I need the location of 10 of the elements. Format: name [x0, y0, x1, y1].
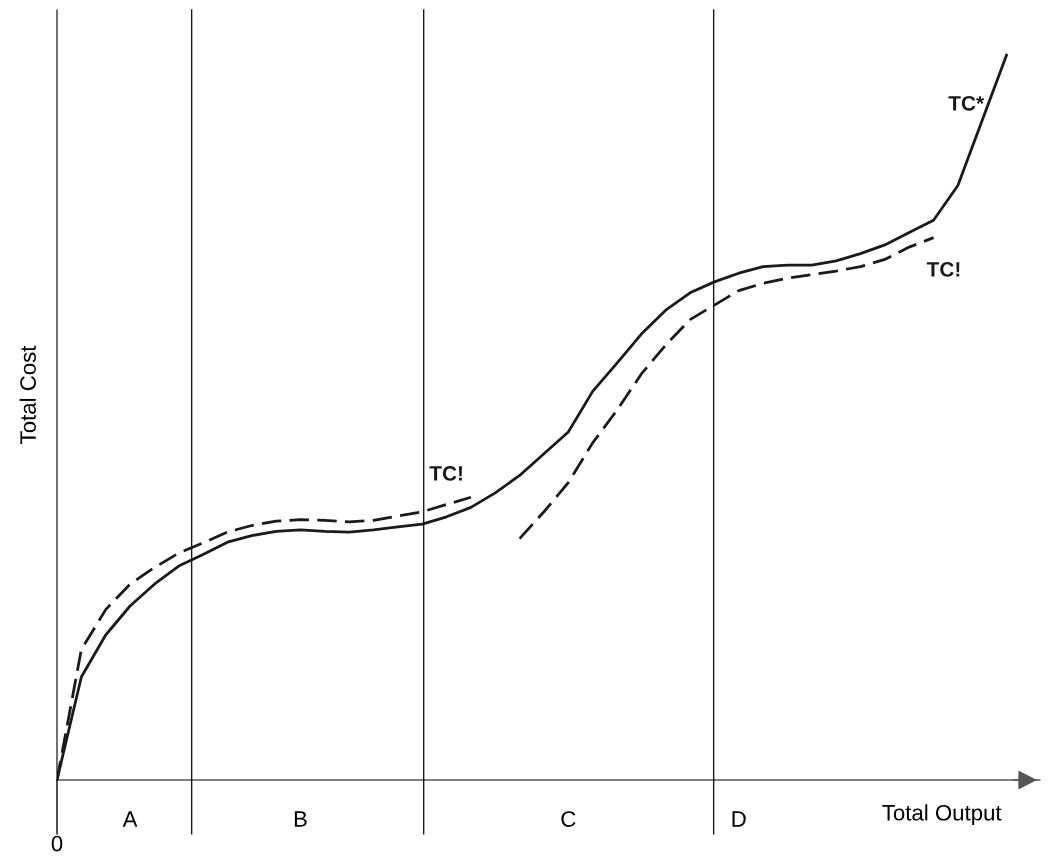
series-label: TC* — [948, 95, 985, 111]
x-tick-label: B — [294, 811, 307, 827]
series-label: TC! — [926, 262, 960, 277]
series-label: TC! — [429, 466, 462, 481]
x-tick-label: A — [122, 811, 138, 827]
x-tick-label: C — [561, 811, 576, 827]
x-axis-title: Total Output — [882, 804, 1002, 826]
text: 0 — [51, 835, 63, 852]
x-tick-label: D — [732, 811, 746, 827]
y-axis-title: Total Cost — [19, 345, 36, 444]
